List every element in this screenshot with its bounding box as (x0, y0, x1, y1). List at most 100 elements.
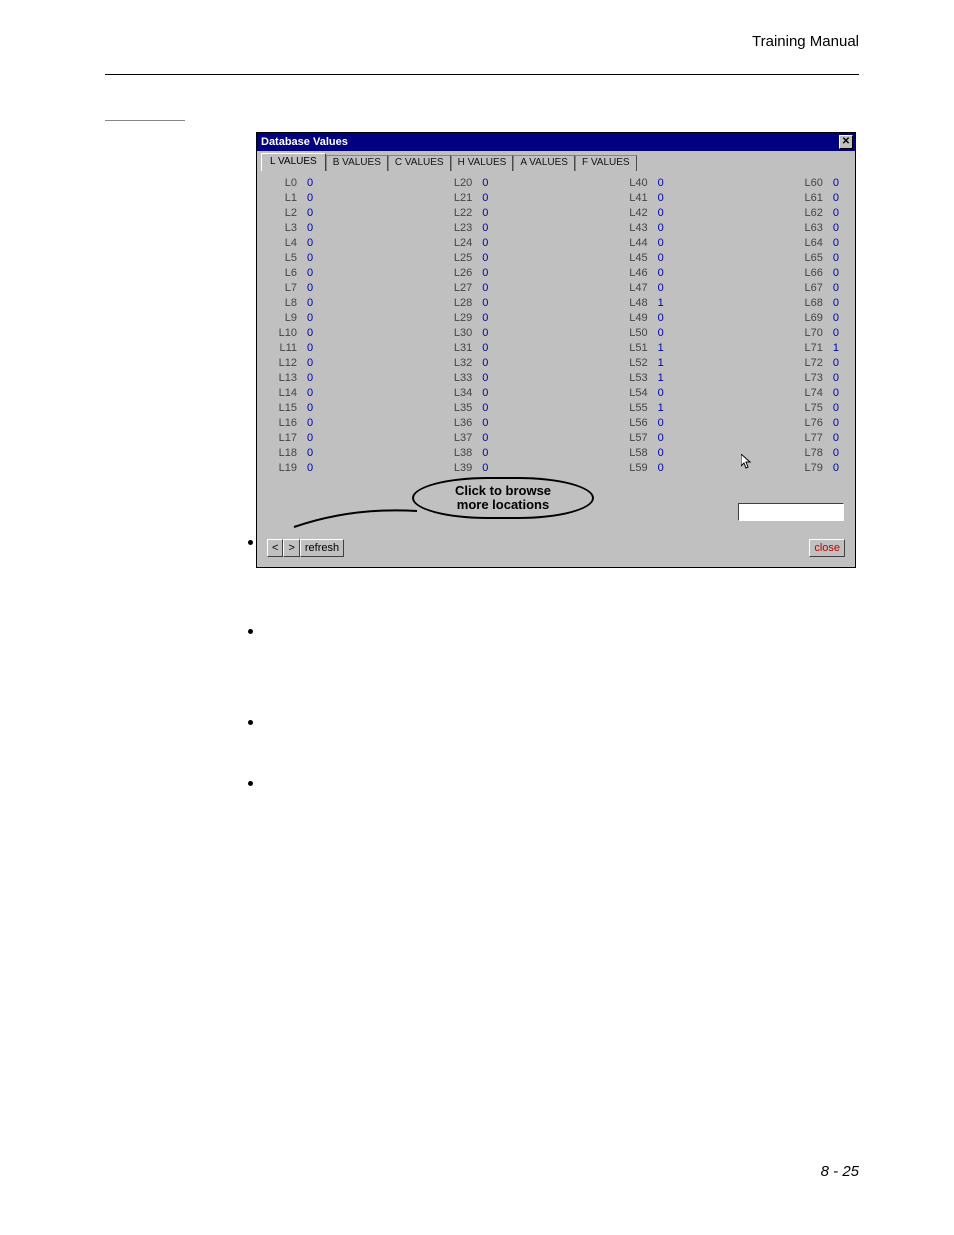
value-number: 0 (307, 387, 313, 399)
value-row: L770 (799, 430, 839, 445)
value-label: L57 (624, 432, 658, 444)
value-row: L10 (273, 190, 313, 205)
tab-b-values[interactable]: B VALUES (326, 155, 388, 171)
value-label: L41 (624, 192, 658, 204)
nav-buttons: < > refresh (267, 539, 344, 557)
value-number: 0 (658, 327, 664, 339)
value-row: L560 (624, 415, 664, 430)
tab-f-values[interactable]: F VALUES (575, 155, 637, 171)
value-label: L72 (799, 357, 833, 369)
value-label: L24 (448, 237, 482, 249)
value-number: 0 (482, 342, 488, 354)
value-label: L51 (624, 342, 658, 354)
value-number: 0 (658, 462, 664, 474)
value-number: 0 (658, 432, 664, 444)
value-number: 0 (833, 192, 839, 204)
value-number: 1 (658, 402, 664, 414)
database-values-window: Database Values ✕ L VALUES B VALUES C VA… (256, 132, 856, 568)
value-row: L600 (799, 175, 839, 190)
value-row: L260 (448, 265, 488, 280)
value-number: 0 (482, 462, 488, 474)
refresh-button[interactable]: refresh (300, 539, 344, 557)
value-label: L67 (799, 282, 833, 294)
value-number: 0 (833, 267, 839, 279)
value-number: 0 (658, 267, 664, 279)
value-row: L210 (448, 190, 488, 205)
value-row: L80 (273, 295, 313, 310)
value-row: L670 (799, 280, 839, 295)
value-label: L59 (624, 462, 658, 474)
value-number: 0 (833, 357, 839, 369)
value-row: L240 (448, 235, 488, 250)
value-label: L20 (448, 177, 482, 189)
value-label: L16 (273, 417, 307, 429)
value-label: L19 (273, 462, 307, 474)
value-label: L50 (624, 327, 658, 339)
value-label: L8 (273, 297, 307, 309)
value-number: 0 (833, 462, 839, 474)
value-label: L40 (624, 177, 658, 189)
value-label: L70 (799, 327, 833, 339)
value-input[interactable] (738, 503, 844, 521)
value-number: 0 (307, 372, 313, 384)
value-number: 1 (833, 342, 839, 354)
value-label: L5 (273, 252, 307, 264)
cursor-icon (741, 454, 753, 470)
value-label: L9 (273, 312, 307, 324)
value-number: 0 (833, 252, 839, 264)
value-number: 0 (307, 267, 313, 279)
value-label: L53 (624, 372, 658, 384)
value-row: L640 (799, 235, 839, 250)
value-row: L180 (273, 445, 313, 460)
value-label: L1 (273, 192, 307, 204)
value-label: L49 (624, 312, 658, 324)
value-row: L270 (448, 280, 488, 295)
value-number: 0 (307, 252, 313, 264)
value-row: L551 (624, 400, 664, 415)
close-button[interactable]: close (809, 539, 845, 557)
value-label: L33 (448, 372, 482, 384)
tab-a-values[interactable]: A VALUES (513, 155, 575, 171)
value-label: L71 (799, 342, 833, 354)
value-number: 0 (307, 282, 313, 294)
value-number: 0 (833, 372, 839, 384)
tab-l-values[interactable]: L VALUES (261, 153, 326, 171)
value-label: L4 (273, 237, 307, 249)
value-row: L410 (624, 190, 664, 205)
value-label: L42 (624, 207, 658, 219)
value-label: L15 (273, 402, 307, 414)
value-number: 0 (482, 237, 488, 249)
value-number: 0 (482, 357, 488, 369)
value-row: L730 (799, 370, 839, 385)
value-row: L450 (624, 250, 664, 265)
value-label: L63 (799, 222, 833, 234)
value-row: L220 (448, 205, 488, 220)
value-label: L0 (273, 177, 307, 189)
value-label: L32 (448, 357, 482, 369)
value-row: L420 (624, 205, 664, 220)
annotation-line1: Click to browse (455, 484, 551, 498)
value-label: L36 (448, 417, 482, 429)
tab-c-values[interactable]: C VALUES (388, 155, 451, 171)
tab-strip: L VALUES B VALUES C VALUES H VALUES A VA… (257, 151, 855, 171)
value-number: 0 (307, 447, 313, 459)
next-button[interactable]: > (283, 539, 299, 557)
value-number: 0 (482, 252, 488, 264)
value-row: L70 (273, 280, 313, 295)
value-label: L35 (448, 402, 482, 414)
value-label: L29 (448, 312, 482, 324)
value-number: 0 (658, 312, 664, 324)
value-row: L30 (273, 220, 313, 235)
tab-h-values[interactable]: H VALUES (451, 155, 514, 171)
values-column: L400L410L420L430L440L450L460L470L481L490… (624, 175, 664, 475)
window-body: L00L10L20L30L40L50L60L70L80L90L100L110L1… (257, 171, 855, 567)
value-label: L18 (273, 447, 307, 459)
value-label: L25 (448, 252, 482, 264)
close-icon[interactable]: ✕ (839, 135, 853, 149)
value-number: 0 (307, 177, 313, 189)
prev-button[interactable]: < (267, 539, 283, 557)
value-number: 0 (833, 402, 839, 414)
value-row: L511 (624, 340, 664, 355)
value-label: L76 (799, 417, 833, 429)
value-number: 1 (658, 372, 664, 384)
